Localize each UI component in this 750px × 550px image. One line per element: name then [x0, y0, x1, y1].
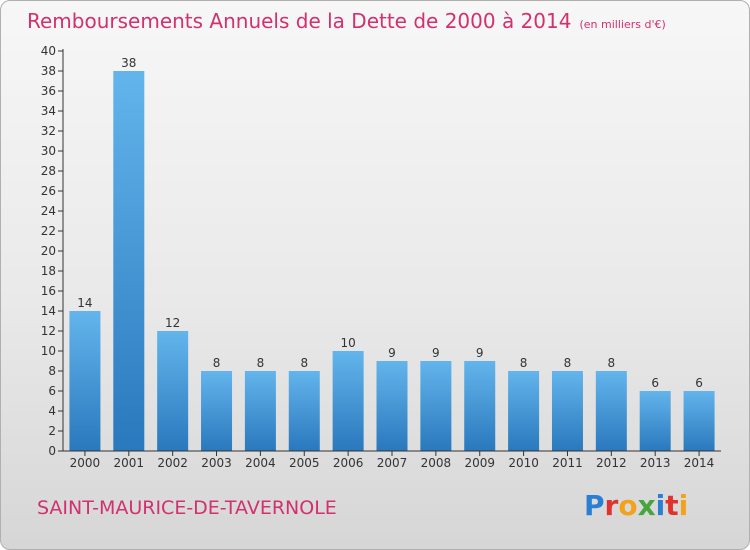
y-tick-label: 4: [48, 404, 56, 418]
y-tick-label: 24: [41, 204, 56, 218]
y-tick-label: 34: [41, 104, 56, 118]
bar-2005: [288, 371, 320, 451]
value-label-2011: 8: [564, 356, 572, 370]
logo-letter: r: [604, 489, 619, 522]
y-tick-label: 22: [41, 224, 56, 238]
x-tick-label-2012: 2012: [596, 456, 627, 470]
y-tick-label: 0: [48, 444, 56, 458]
bar-2010: [508, 371, 540, 451]
y-tick-label: 30: [41, 144, 56, 158]
bar-2009: [464, 361, 496, 451]
bar-2002: [157, 331, 189, 451]
x-tick-label-2000: 2000: [70, 456, 101, 470]
logo-letter: t: [665, 489, 679, 522]
value-label-2003: 8: [213, 356, 221, 370]
y-tick-label: 38: [41, 64, 56, 78]
value-label-2007: 9: [388, 346, 396, 360]
bar-2001: [113, 71, 145, 451]
x-tick-label-2006: 2006: [333, 456, 364, 470]
value-label-2001: 38: [121, 56, 136, 70]
y-tick-label: 2: [48, 424, 56, 438]
value-label-2006: 10: [340, 336, 355, 350]
bar-2013: [639, 391, 671, 451]
y-tick-label: 26: [41, 184, 56, 198]
y-tick-label: 8: [48, 364, 56, 378]
x-tick-label-2014: 2014: [684, 456, 715, 470]
logo-letter: o: [618, 489, 638, 522]
commune-name: SAINT-MAURICE-DE-TAVERNOLE: [37, 497, 337, 519]
x-tick-label-2003: 2003: [201, 456, 232, 470]
value-label-2004: 8: [257, 356, 265, 370]
x-tick-label-2007: 2007: [377, 456, 408, 470]
x-tick-label-2001: 2001: [114, 456, 145, 470]
value-label-2009: 9: [476, 346, 484, 360]
value-label-2000: 14: [77, 296, 92, 310]
logo-letter: P: [584, 489, 605, 522]
x-tick-label-2005: 2005: [289, 456, 320, 470]
logo-letter: i: [678, 489, 689, 522]
chart-unit: (en milliers d'€): [579, 18, 666, 31]
y-tick-label: 32: [41, 124, 56, 138]
x-tick-label-2008: 2008: [421, 456, 452, 470]
bar-2003: [201, 371, 233, 451]
y-tick-label: 36: [41, 84, 56, 98]
x-tick-label-2004: 2004: [245, 456, 276, 470]
x-tick-label-2013: 2013: [640, 456, 671, 470]
bar-2004: [244, 371, 276, 451]
y-tick-label: 16: [41, 284, 56, 298]
x-tick-label-2010: 2010: [508, 456, 539, 470]
value-label-2002: 12: [165, 316, 180, 330]
chart-title-text: Remboursements Annuels de la Dette de 20…: [27, 9, 572, 33]
value-label-2010: 8: [520, 356, 528, 370]
value-label-2005: 8: [300, 356, 308, 370]
y-tick-label: 14: [41, 304, 56, 318]
proxiti-logo: Proxiti: [584, 489, 688, 522]
bar-2000: [69, 311, 101, 451]
bar-2014: [683, 391, 715, 451]
logo-letter: i: [655, 489, 666, 522]
y-tick-label: 12: [41, 324, 56, 338]
x-tick-label-2002: 2002: [157, 456, 188, 470]
bar-2008: [420, 361, 452, 451]
y-tick-label: 6: [48, 384, 56, 398]
bar-2007: [376, 361, 408, 451]
value-label-2013: 6: [651, 376, 659, 390]
x-tick-label-2009: 2009: [464, 456, 495, 470]
y-tick-label: 10: [41, 344, 56, 358]
bar-2011: [551, 371, 583, 451]
logo-letter: x: [637, 489, 656, 522]
value-label-2012: 8: [608, 356, 616, 370]
y-tick-label: 20: [41, 244, 56, 258]
bar-2012: [595, 371, 627, 451]
value-label-2014: 6: [695, 376, 703, 390]
y-tick-label: 18: [41, 264, 56, 278]
y-tick-label: 28: [41, 164, 56, 178]
chart-title: Remboursements Annuels de la Dette de 20…: [27, 9, 666, 33]
x-tick-label-2011: 2011: [552, 456, 583, 470]
y-tick-label: 40: [41, 44, 56, 58]
bar-2006: [332, 351, 364, 451]
value-label-2008: 9: [432, 346, 440, 360]
